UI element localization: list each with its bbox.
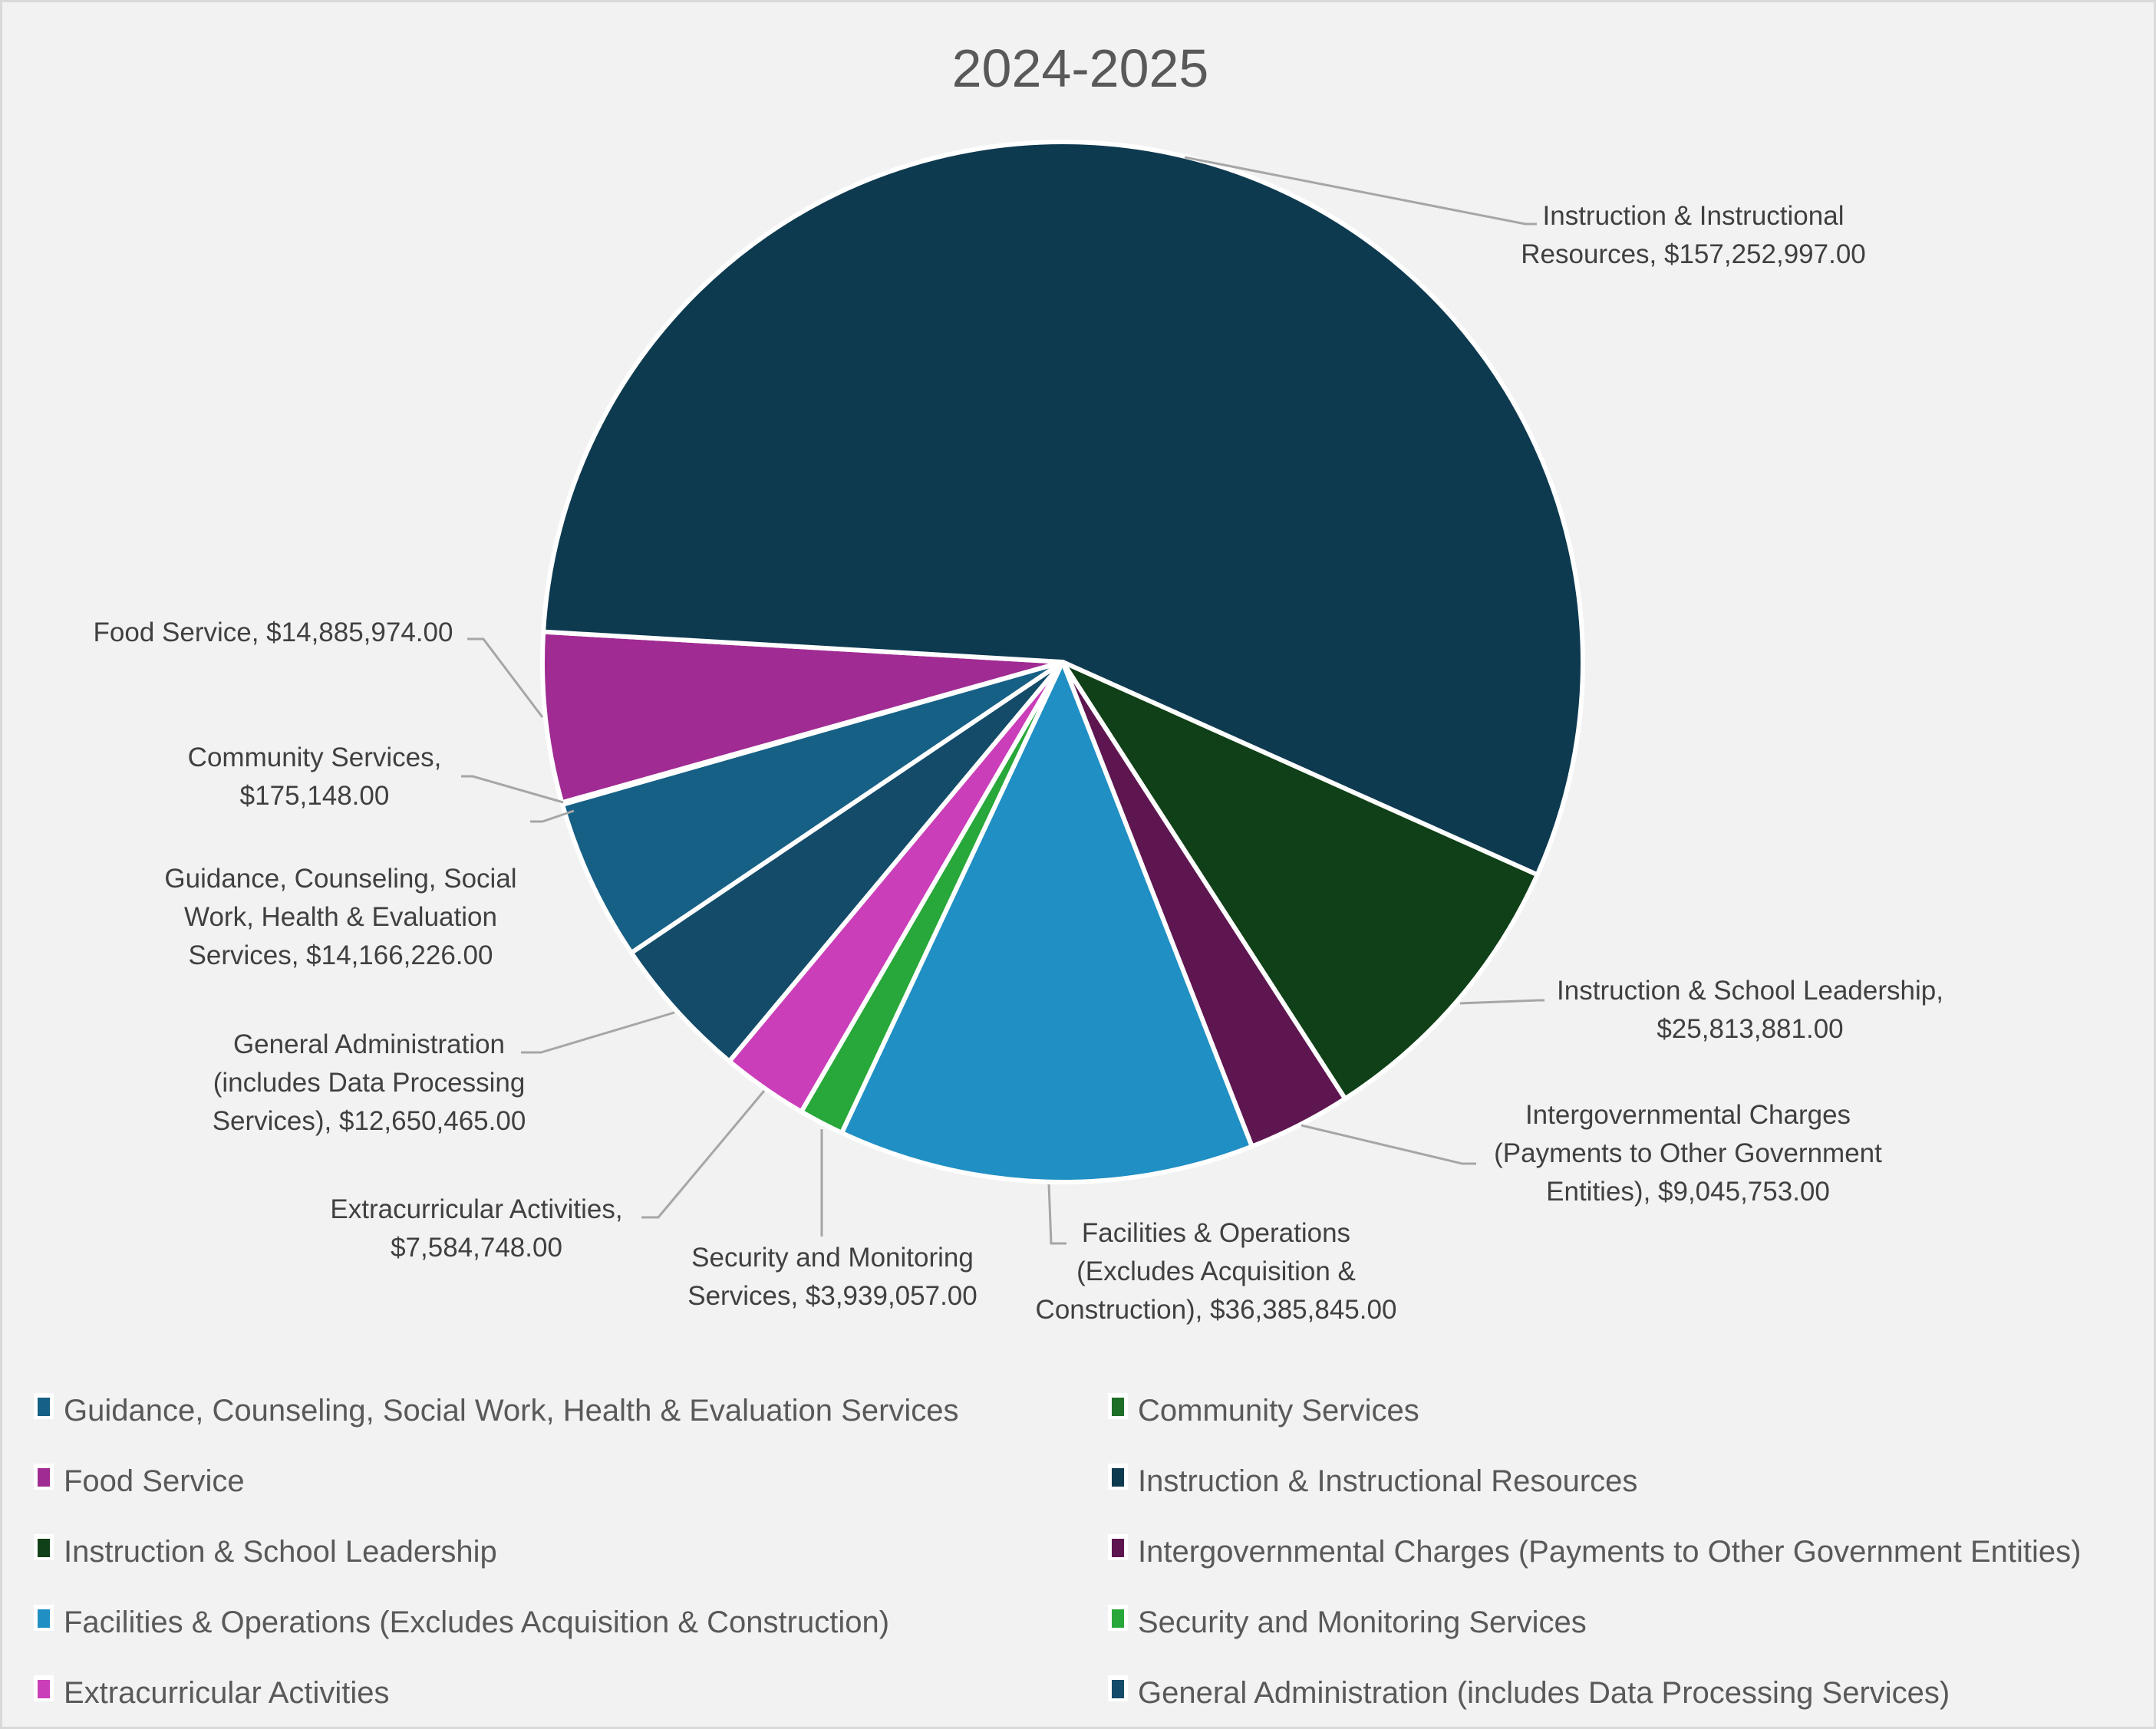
legend-swatch [38,1609,50,1628]
leader-line [1301,1124,1476,1165]
data-label: Instruction & School Leadership, $25,813,… [1557,976,1943,1044]
legend-item: Community Services [1108,1393,1419,1428]
legend-label: Intergovernmental Charges (Payments to O… [1138,1535,2081,1569]
data-label-line: Food Service, $14,885,974.00 [94,618,453,647]
legend-swatch [1112,1398,1124,1416]
legend-swatch [1112,1680,1124,1698]
leader-line [530,809,575,823]
data-label-line: Instruction & Instructional [1543,201,1844,231]
legend-swatch [38,1468,50,1487]
leader-line [1047,1184,1066,1245]
legend-swatch [38,1398,50,1416]
legend-item: Intergovernmental Charges (Payments to O… [1108,1534,2081,1569]
data-label-line: Services), $12,650,465.00 [213,1106,526,1136]
data-label-line: Facilities & Operations [1082,1218,1350,1248]
data-label: Security and Monitoring Services, $3,939,… [687,1243,977,1311]
legend-item: General Administration (includes Data Pr… [1108,1675,1950,1710]
legend-label: Instruction & Instructional Resources [1138,1464,1637,1498]
pie-slice [1060,660,1540,1102]
leader-line [641,1090,766,1219]
data-label-line: (Excludes Acquisition & [1076,1256,1356,1286]
data-label-line: Intergovernmental Charges [1525,1100,1851,1130]
legend-item: Guidance, Counseling, Social Work, Healt… [34,1393,959,1428]
leader-line [1459,999,1544,1005]
data-label: General Administration (includes Data Pro… [213,1029,526,1136]
pie-slice [839,660,1254,1184]
pie-slice [540,629,1065,805]
pie-slice [628,660,1065,1064]
data-label: Intergovernmental Charges (Payments to Ot… [1494,1100,1882,1207]
data-label-line: $175,148.00 [240,781,390,811]
leader-line [521,1011,675,1054]
legend-label: General Administration (includes Data Pr… [1138,1676,1950,1710]
legend-item: Extracurricular Activities [34,1675,390,1710]
legend-label: Facilities & Operations (Excludes Acquis… [64,1606,889,1639]
data-label-line: $25,813,881.00 [1657,1014,1843,1044]
leader-line [1184,156,1537,226]
data-label-line: $7,584,748.00 [391,1233,562,1263]
legend-swatch [1112,1468,1124,1487]
legend-item: Instruction & School Leadership [34,1534,497,1569]
legend-label: Extracurricular Activities [64,1676,390,1710]
legend: Guidance, Counseling, Social Work, Healt… [34,1393,2081,1710]
leader-line [461,775,564,804]
legend-swatch [38,1680,50,1698]
chart-title: 2024-2025 [952,38,1209,98]
legend-swatch [1112,1609,1124,1628]
data-label-line: (Payments to Other Government [1494,1138,1882,1168]
data-label: Facilities & Operations (Excludes Acquisi… [1036,1218,1397,1325]
pie-slices [540,140,1585,1184]
data-label-line: Services, $3,939,057.00 [687,1281,977,1311]
data-label-line: General Administration [233,1029,505,1059]
data-label-line: Security and Monitoring [691,1243,974,1273]
data-label: Extracurricular Activities, $7,584,748.00 [330,1194,622,1263]
legend-label: Food Service [64,1464,245,1498]
legend-swatch [38,1539,50,1557]
data-label: Instruction & Instructional Resources, $1… [1521,201,1866,269]
data-label-line: Community Services, [188,743,442,772]
data-label: Food Service, $14,885,974.00 [94,618,453,647]
data-label-line: Resources, $157,252,997.00 [1521,239,1866,269]
data-label-line: (includes Data Processing [213,1068,526,1098]
data-label: Community Services, $175,148.00 [188,743,442,811]
legend-item: Food Service [34,1464,245,1498]
data-label-line: Construction), $36,385,845.00 [1036,1295,1397,1325]
data-label-line: Instruction & School Leadership, [1557,976,1943,1006]
data-label-line: Guidance, Counseling, Social [164,864,516,894]
data-label: Guidance, Counseling, Social Work, Health… [164,864,516,970]
data-label-line: Extracurricular Activities, [330,1194,622,1224]
legend-swatch [1112,1539,1124,1557]
legend-item: Instruction & Instructional Resources [1108,1464,1637,1498]
data-label-line: Work, Health & Evaluation [184,902,497,932]
legend-label: Community Services [1138,1394,1419,1428]
leader-line [467,637,544,718]
legend-item: Security and Monitoring Services [1108,1605,1587,1639]
data-label-line: Services, $14,166,226.00 [189,940,493,970]
legend-label: Guidance, Counseling, Social Work, Healt… [64,1394,959,1428]
leader-lines [461,156,1544,1245]
legend-label: Security and Monitoring Services [1138,1606,1587,1639]
data-label-line: Entities), $9,045,753.00 [1546,1177,1830,1207]
legend-item: Facilities & Operations (Excludes Acquis… [34,1605,889,1639]
data-labels: Guidance, Counseling, Social Work, Health… [94,201,1943,1325]
pie-slice [559,660,1065,956]
legend-label: Instruction & School Leadership [64,1535,497,1569]
